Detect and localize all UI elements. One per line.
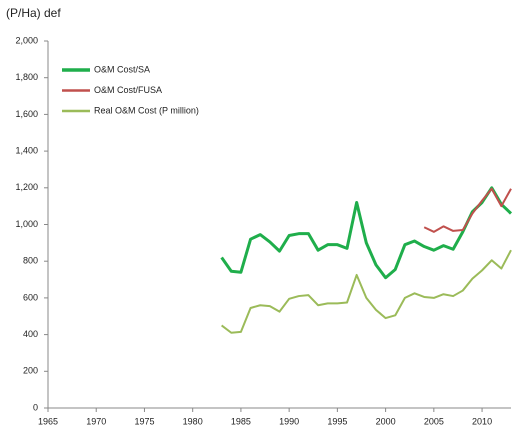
x-tick-label: 1995 — [327, 416, 347, 426]
y-tick-label: 200 — [23, 366, 38, 376]
y-tick-label: 0 — [33, 402, 38, 412]
series-line — [423, 187, 512, 233]
y-tick-label: 1,400 — [15, 145, 38, 155]
legend-label: O&M Cost/SA — [94, 64, 150, 74]
x-tick-label: 1975 — [134, 416, 154, 426]
series-line — [221, 249, 512, 334]
y-tick-label: 2,000 — [15, 35, 38, 45]
y-tick-label: 400 — [23, 329, 38, 339]
legend-label: O&M Cost/FUSA — [94, 85, 162, 95]
x-tick-label: 1990 — [279, 416, 299, 426]
series-line — [220, 186, 513, 280]
y-tick-label: 600 — [23, 292, 38, 302]
x-tick-label: 1965 — [38, 416, 58, 426]
x-tick-label: 1970 — [86, 416, 106, 426]
y-tick-label: 1,200 — [15, 182, 38, 192]
x-tick-label: 1980 — [183, 416, 203, 426]
x-tick-label: 1985 — [231, 416, 251, 426]
y-tick-label: 800 — [23, 256, 38, 266]
x-tick-label: 2000 — [376, 416, 396, 426]
y-tick-label: 1,600 — [15, 109, 38, 119]
legend-label: Real O&M Cost (P million) — [94, 105, 199, 115]
y-tick-label: 1,000 — [15, 219, 38, 229]
x-tick-label: 2010 — [472, 416, 492, 426]
y-tick-label: 1,800 — [15, 72, 38, 82]
chart-title: (P/Ha) def — [6, 6, 61, 20]
x-tick-label: 2005 — [424, 416, 444, 426]
